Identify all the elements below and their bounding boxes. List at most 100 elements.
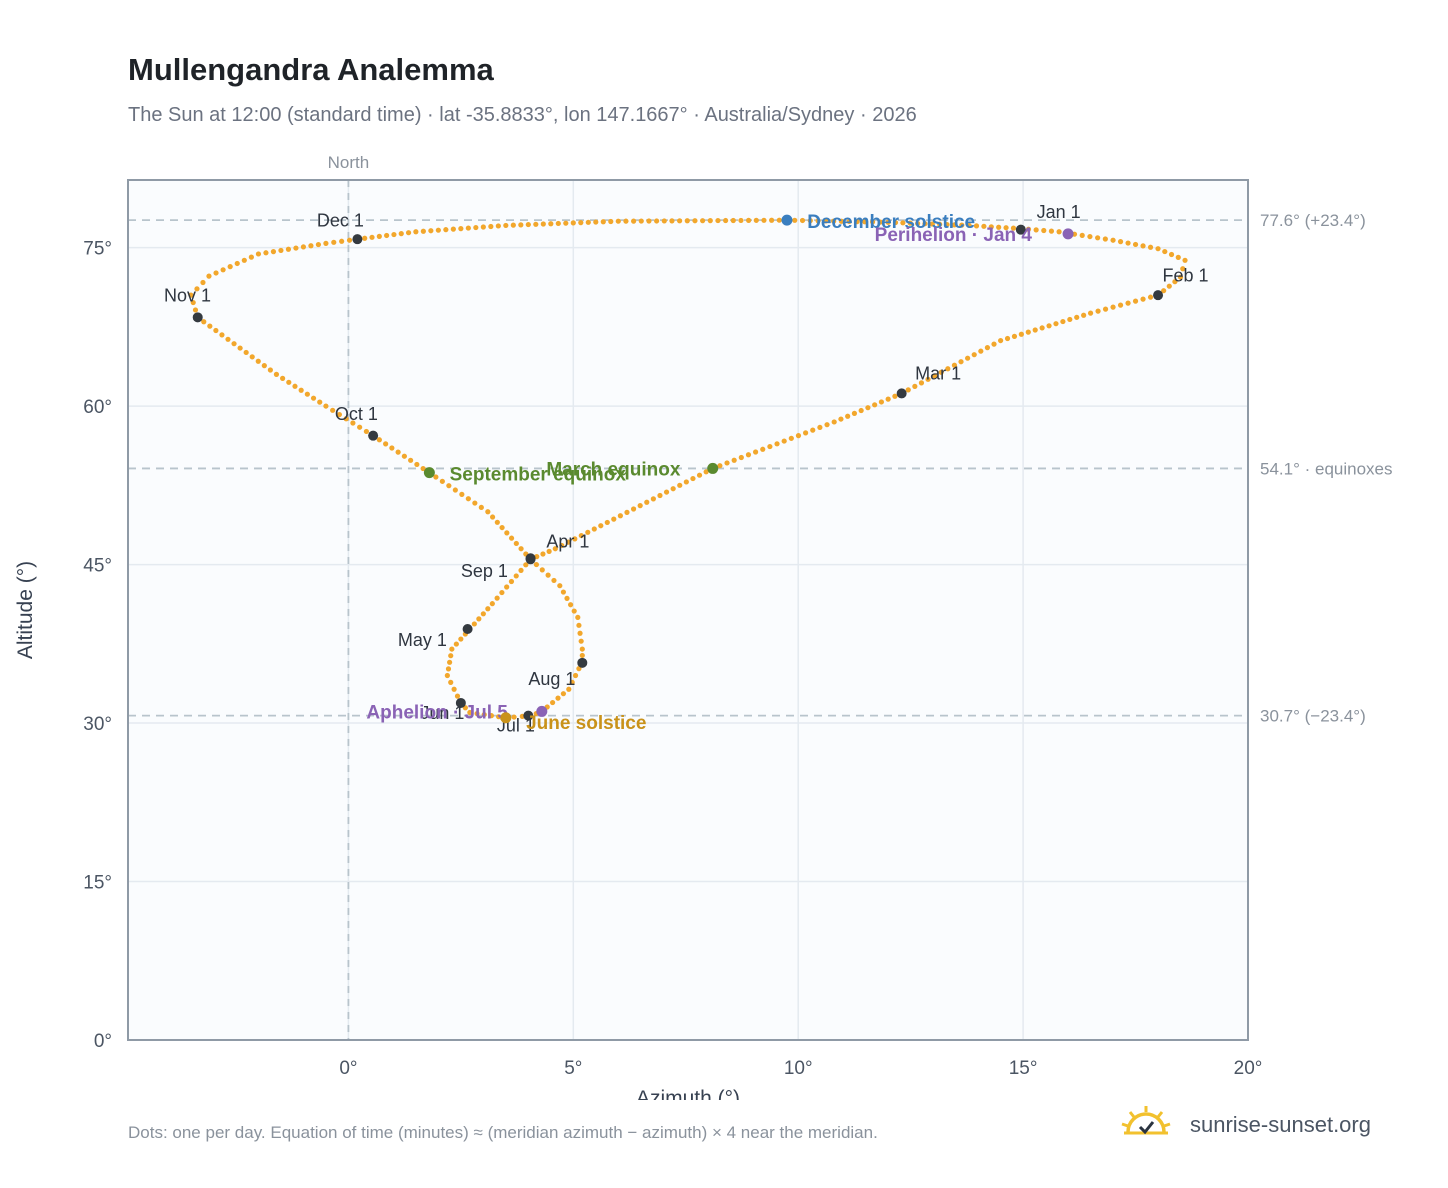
event-label: September equinox (450, 465, 627, 486)
daily-dot (300, 244, 307, 250)
plot-frame (127, 179, 1249, 1041)
daily-dot (572, 536, 578, 542)
daily-dot (435, 227, 441, 233)
daily-dot (585, 219, 591, 225)
daily-dot (511, 714, 517, 720)
daily-dot (998, 337, 1004, 344)
daily-dot (420, 228, 426, 234)
daily-dot (608, 218, 614, 225)
daily-dot (650, 496, 656, 502)
daily-dot (715, 217, 721, 224)
daily-dot (918, 380, 925, 386)
daily-dot (803, 430, 809, 436)
month-marker (525, 554, 536, 565)
daily-dot (339, 238, 345, 244)
daily-dot (452, 487, 458, 493)
daily-dot (630, 506, 637, 512)
footnote: Dots: one per day. Equation of time (min… (128, 1123, 878, 1142)
daily-dot (495, 223, 501, 229)
daily-dot (331, 239, 337, 245)
daily-dot (1110, 304, 1116, 310)
daily-dot (1010, 225, 1017, 231)
daily-dot (753, 217, 759, 223)
y-tick-label: 30° (83, 714, 112, 735)
daily-dot (845, 413, 851, 419)
daily-dot (206, 273, 212, 279)
daily-dot (700, 218, 706, 224)
daily-dot (343, 416, 349, 422)
y-tick-label: 60° (83, 397, 112, 418)
daily-dot (570, 220, 576, 226)
daily-dot (846, 218, 852, 225)
daily-dot (540, 221, 546, 227)
brand-logo[interactable]: sunrise-sunset.org (1120, 1102, 1390, 1146)
daily-dot (707, 218, 713, 224)
daily-dot (869, 219, 876, 225)
daily-dot (907, 220, 913, 226)
daily-dot (496, 714, 502, 720)
daily-dot (533, 221, 539, 227)
daily-dot (285, 246, 292, 252)
daily-dot (738, 454, 744, 461)
daily-dot (231, 341, 237, 347)
daily-dot (346, 237, 353, 243)
x-tick-label: 20° (1234, 1058, 1263, 1079)
month-label: Oct 1 (335, 404, 378, 424)
daily-dot (1011, 333, 1018, 339)
daily-dot (188, 292, 194, 298)
daily-dot (944, 221, 950, 228)
daily-dot (831, 218, 837, 224)
daily-dot (489, 601, 495, 607)
month-label: Jun 1 (420, 703, 464, 723)
daily-dot (548, 221, 554, 227)
daily-dot (1004, 335, 1011, 342)
event-label: June solstice (526, 713, 646, 734)
daily-dot (572, 672, 579, 679)
daily-dot (552, 546, 558, 552)
daily-dot (1060, 318, 1066, 325)
daily-dot (270, 249, 277, 255)
daily-dot (465, 496, 471, 502)
x-tick-label: 15° (1009, 1058, 1038, 1079)
daily-dot (938, 369, 944, 375)
daily-dot (1155, 246, 1161, 252)
daily-dot (510, 222, 516, 228)
daily-dot (308, 243, 314, 249)
daily-dot (503, 222, 509, 229)
daily-dot (383, 441, 389, 447)
daily-dot (550, 699, 556, 706)
daily-dot (885, 396, 891, 402)
daily-dot (471, 621, 477, 627)
daily-dot (810, 427, 816, 433)
daily-dot (1041, 227, 1047, 234)
daily-dot (731, 457, 737, 463)
month-marker (1153, 290, 1164, 301)
daily-dot (578, 638, 584, 644)
daily-dot (1175, 254, 1181, 260)
daily-dot (384, 232, 390, 239)
daily-dot (1048, 228, 1055, 234)
event-label: December solstice (807, 212, 975, 233)
daily-dot (669, 218, 675, 224)
daily-dot (414, 461, 420, 468)
daily-dot (591, 526, 597, 532)
daily-dot (959, 222, 965, 228)
daily-dot (1053, 321, 1059, 327)
daily-dot (858, 407, 864, 414)
daily-dot (637, 503, 643, 509)
month-marker (455, 697, 466, 708)
daily-dot (560, 691, 567, 697)
daily-dot (443, 227, 449, 233)
daily-dot (792, 217, 798, 223)
daily-dot (478, 504, 484, 511)
daily-dot (560, 589, 567, 595)
north-label: North (328, 153, 370, 172)
daily-dot (499, 589, 505, 596)
daily-dot (1182, 257, 1188, 263)
month-marker (368, 430, 379, 441)
daily-dot (900, 220, 906, 226)
daily-dot (241, 257, 247, 263)
daily-dot (551, 577, 557, 584)
daily-dot (578, 220, 584, 226)
daily-dot (795, 433, 802, 439)
